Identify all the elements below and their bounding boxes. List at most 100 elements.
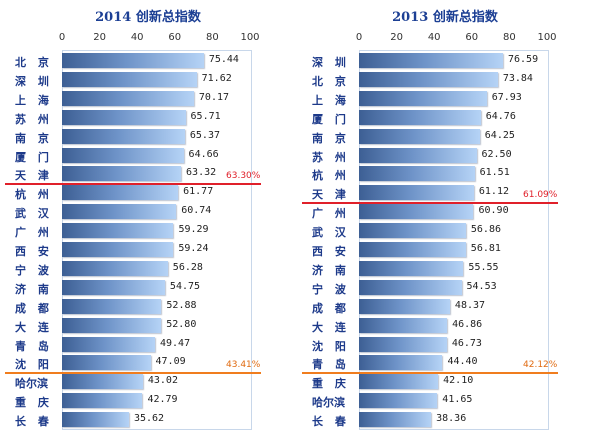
category-label: 大 连	[312, 320, 350, 334]
category-label: 北 京	[15, 56, 53, 69]
category-label: 武 汉	[312, 226, 350, 240]
bar	[62, 260, 168, 276]
bar-value-label: 43.02	[147, 375, 178, 387]
category-label: 杭 州	[312, 169, 350, 183]
bar	[359, 279, 462, 295]
bar	[359, 185, 474, 201]
bar-value-label: 60.90	[478, 205, 509, 217]
bar	[62, 166, 182, 182]
bar	[359, 204, 474, 220]
bar-value-label: 76.59	[507, 54, 539, 65]
bar	[62, 53, 204, 68]
x-tick-label: 0	[355, 32, 363, 43]
bar-value-label: 35.62	[133, 413, 165, 425]
bar	[359, 355, 443, 371]
chart-panel-2013: 2013 创新总指数 0 20 40 60 80 100 深 圳 76.59 北 京 73.84 上…	[297, 0, 593, 435]
bar-value-label: 63.32	[186, 167, 217, 179]
threshold-label: 61.09%	[523, 190, 558, 201]
category-label: 青 岛	[15, 339, 53, 353]
bar-value-label: 60.74	[181, 205, 212, 217]
bar	[62, 336, 155, 352]
bar-value-label: 38.36	[436, 413, 467, 425]
bar-value-label: 56.28	[172, 261, 203, 273]
x-tick-label: 60	[465, 32, 479, 43]
chart-title: 2013 创新总指数	[392, 10, 498, 25]
bar-value-label: 64.25	[484, 129, 515, 141]
x-tick-label: 100	[240, 32, 260, 43]
bar-value-label: 46.86	[452, 318, 483, 330]
bar	[359, 412, 432, 428]
chart-panel-2014: 2014 创新总指数 0 20 40 60 80 100 北 京 75.44 深 圳 71.62 上…	[0, 0, 296, 435]
bar-value-label: 59.24	[178, 243, 209, 254]
bar	[62, 393, 143, 409]
bar-value-label: 61.51	[479, 167, 510, 179]
bar-value-label: 46.73	[451, 337, 482, 349]
x-tick-label: 100	[537, 32, 557, 43]
category-label: 深 圳	[312, 56, 350, 69]
category-label: 长 春	[312, 415, 350, 429]
bar	[359, 374, 439, 390]
category-label: 厦 门	[312, 112, 350, 126]
threshold-label: 43.41%	[226, 360, 261, 371]
bar	[359, 109, 481, 125]
category-label: 成 都	[15, 301, 53, 315]
x-tick-label: 60	[168, 32, 182, 43]
category-label: 苏 州	[312, 150, 350, 164]
bar	[359, 166, 475, 182]
bar-value-label: 75.44	[208, 54, 239, 65]
bar	[359, 260, 464, 276]
bar	[62, 279, 165, 295]
category-label: 北 京	[312, 74, 350, 88]
category-label: 宁 波	[15, 263, 53, 277]
category-label: 沈 阳	[312, 339, 350, 353]
category-label: 杭 州	[15, 188, 53, 202]
bar-value-label: 59.29	[178, 224, 209, 236]
bar	[359, 317, 448, 333]
threshold-line	[5, 183, 261, 186]
category-label: 长 春	[15, 415, 53, 429]
threshold-label: 63.30%	[226, 171, 261, 182]
category-label: 西 安	[312, 245, 350, 258]
category-label: 厦 门	[15, 150, 53, 164]
bar-value-label: 54.53	[466, 280, 497, 292]
category-label: 哈尔滨	[312, 396, 345, 410]
category-label: 大 连	[15, 320, 53, 334]
x-tick-label: 40	[427, 32, 441, 43]
bar	[62, 90, 194, 106]
bar-value-label: 47.09	[155, 356, 186, 368]
bar	[62, 317, 162, 333]
bar	[62, 185, 179, 201]
bar-value-label: 42.79	[147, 394, 178, 406]
bar	[359, 90, 487, 106]
bar-value-label: 61.12	[478, 186, 509, 198]
category-label: 深 圳	[15, 74, 53, 88]
threshold-line	[302, 372, 558, 375]
bar	[62, 298, 162, 314]
bar	[62, 147, 184, 163]
bar-value-label: 64.76	[485, 110, 516, 122]
bar	[62, 242, 174, 257]
bar-value-label: 61.77	[183, 186, 214, 198]
bar-value-label: 71.62	[201, 72, 232, 84]
category-label: 重 庆	[312, 377, 350, 391]
x-tick-label: 0	[58, 32, 66, 43]
category-label: 哈尔滨	[15, 377, 48, 391]
bar-value-label: 67.93	[491, 91, 522, 103]
bar	[359, 393, 438, 409]
bar	[359, 71, 498, 87]
chart-title: 2014 创新总指数	[95, 10, 201, 25]
category-label: 西 安	[15, 245, 53, 258]
category-label: 宁 波	[312, 282, 350, 296]
category-label: 成 都	[312, 301, 350, 315]
category-label: 沈 阳	[15, 358, 53, 372]
bar-value-label: 55.55	[468, 261, 499, 273]
category-label: 南 京	[312, 131, 350, 145]
bar-value-label: 56.86	[470, 224, 501, 236]
bar-value-label: 65.37	[189, 129, 220, 141]
bar-value-label: 44.40	[447, 356, 478, 368]
bar-value-label: 54.75	[169, 280, 201, 292]
bar-value-label: 52.80	[166, 318, 197, 330]
bar-value-label: 52.88	[166, 299, 197, 311]
category-label: 济 南	[312, 263, 350, 277]
